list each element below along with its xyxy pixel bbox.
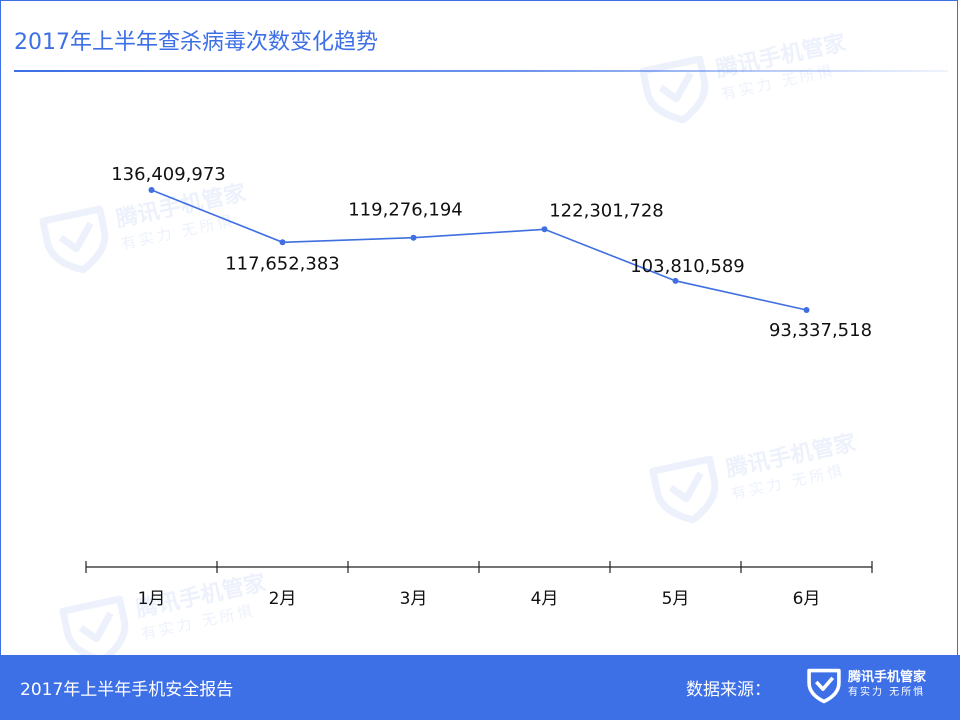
footer-logo-slogan: 有实力 无所惧 (848, 687, 926, 698)
footer-logo-brand: 腾讯手机管家 (848, 670, 927, 685)
data-point (148, 187, 155, 193)
data-label: 93,337,518 (769, 320, 872, 341)
x-tick-label: 4月 (531, 589, 559, 609)
data-point (410, 234, 417, 241)
footer-report-title: 2017年上半年手机安全报告 (20, 680, 234, 700)
x-tick-label: 3月 (400, 589, 428, 609)
line-chart: 1月 2月 3月 4月 5月 6月 136,409,973 117,652,383 119,27… (85, 164, 873, 609)
data-label: 122,301,728 (549, 200, 664, 221)
x-tick-label: 6月 (793, 589, 821, 609)
content-frame (0, 0, 958, 655)
x-tick-label: 2月 (269, 589, 297, 609)
footer-source-label: 数据来源： (686, 680, 771, 700)
series-line (151, 189, 807, 311)
footer-bar: 2017年上半年手机安全报告 数据来源： 腾讯手机管家 有实力 无所惧 (0, 655, 960, 720)
data-point (541, 226, 548, 233)
data-point (803, 307, 810, 313)
data-label: 103,810,589 (630, 256, 745, 277)
data-label: 119,276,194 (348, 200, 463, 221)
x-tick-label: 1月 (138, 589, 166, 609)
footer-logo: 腾讯手机管家 有实力 无所惧 (806, 665, 926, 705)
data-point (672, 277, 679, 284)
x-tick-label: 5月 (662, 589, 690, 609)
title-divider (14, 70, 948, 72)
shield-check-icon (807, 668, 841, 704)
data-label: 117,652,383 (225, 253, 340, 274)
page-title: 2017年上半年查杀病毒次数变化趋势 (14, 30, 378, 55)
data-label: 136,409,973 (111, 164, 226, 185)
data-point (279, 239, 286, 246)
